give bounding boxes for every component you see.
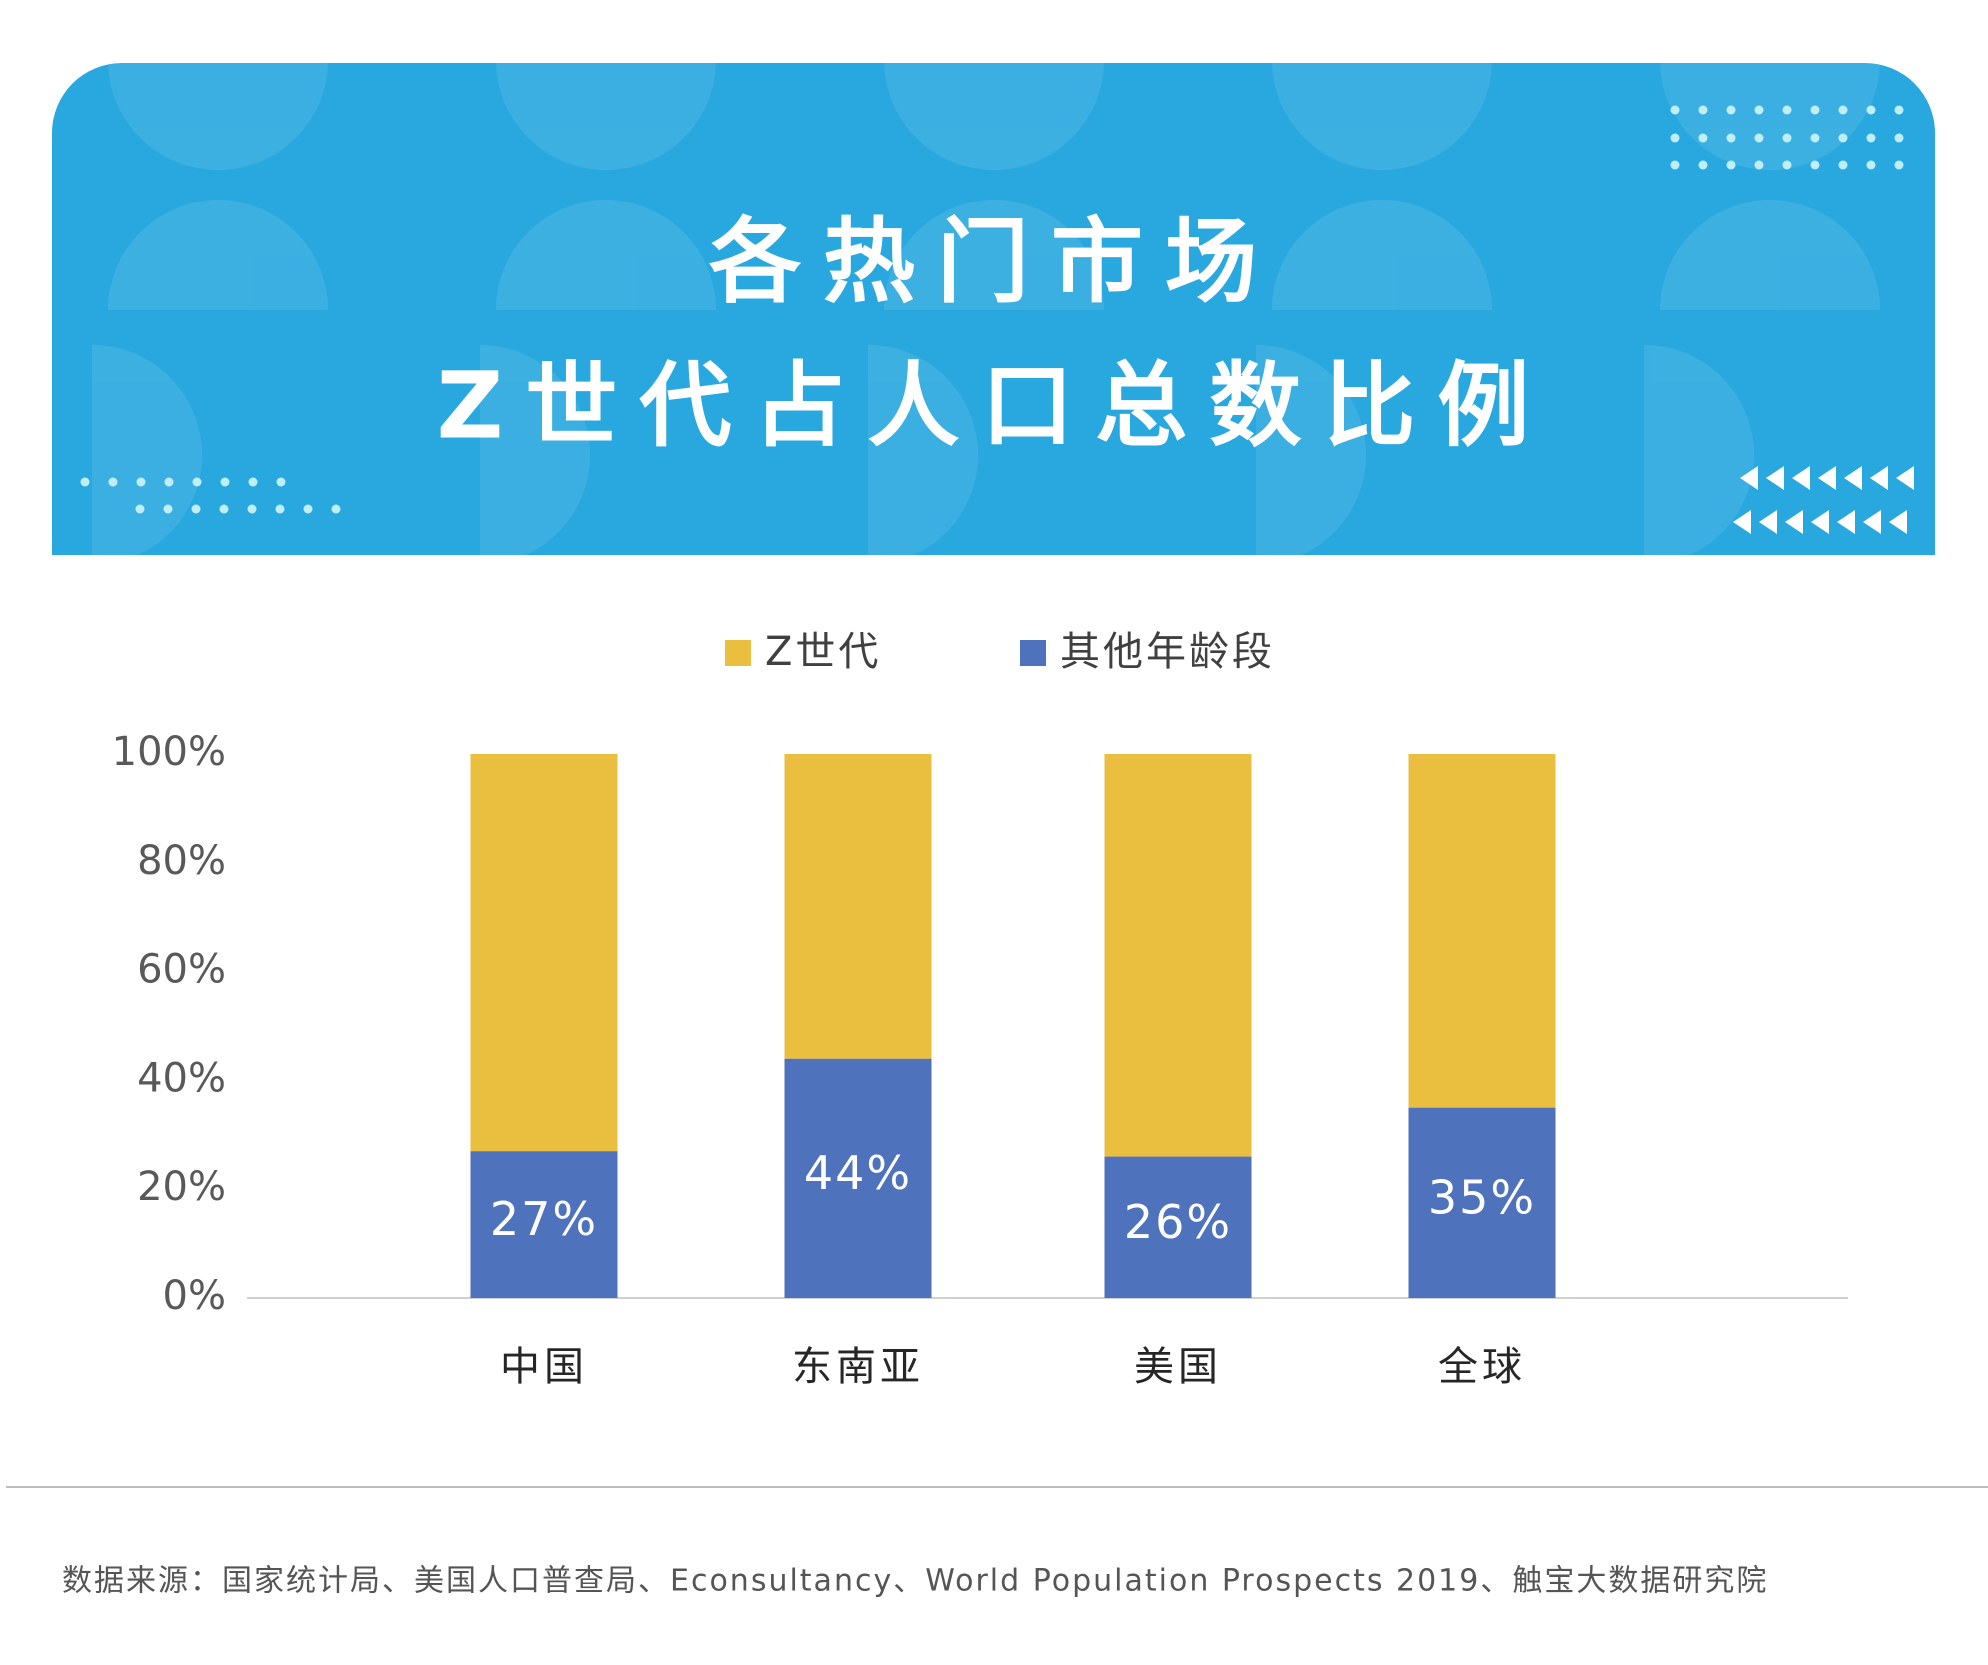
bar-segment xyxy=(1408,754,1556,1108)
y-tick-label: 100% xyxy=(112,729,226,775)
bar-segment xyxy=(1104,754,1252,1157)
decor-dot xyxy=(219,504,229,514)
chart-title: Z世代占人口总数比例 xyxy=(437,352,1552,459)
decor-dot xyxy=(220,477,230,487)
decor-dot xyxy=(1698,105,1708,115)
data-label: 26% xyxy=(1124,1195,1232,1249)
decor-dot xyxy=(1782,105,1792,115)
decor-dot xyxy=(1810,133,1820,143)
y-tick-label: 0% xyxy=(163,1273,226,1319)
bar-segment xyxy=(1104,1156,1252,1298)
decor-dot xyxy=(1782,133,1792,143)
source-note: 数据来源：国家统计局、美国人口普查局、Econsultancy、World Po… xyxy=(62,1564,1768,1599)
y-tick-label: 40% xyxy=(137,1055,226,1101)
decor-dot xyxy=(247,504,257,514)
x-tick-label: 美国 xyxy=(1134,1344,1222,1390)
decor-dot xyxy=(1726,105,1736,115)
decor-dot xyxy=(192,477,202,487)
decor-dot xyxy=(1782,160,1792,170)
data-label: 27% xyxy=(490,1192,598,1246)
decor-dot xyxy=(275,504,285,514)
decor-dot xyxy=(1754,160,1764,170)
decor-dot xyxy=(80,477,90,487)
decor-dot xyxy=(1838,133,1848,143)
decor-dot xyxy=(1810,160,1820,170)
decor-dot xyxy=(303,504,313,514)
decor-dot xyxy=(163,504,173,514)
x-tick-label: 中国 xyxy=(500,1344,588,1390)
decor-dot xyxy=(1754,105,1764,115)
decor-dot xyxy=(248,477,258,487)
banner xyxy=(52,63,1935,555)
x-tick-label: 东南亚 xyxy=(792,1344,924,1390)
decor-dot xyxy=(135,504,145,514)
decor-dot xyxy=(1838,160,1848,170)
decor-dot xyxy=(1894,133,1904,143)
bar-segment xyxy=(1408,1107,1556,1298)
decor-dot xyxy=(1726,133,1736,143)
chart-title: 各热门市场 xyxy=(709,208,1279,315)
y-tick-label: 80% xyxy=(137,838,226,884)
decor-dot xyxy=(1866,160,1876,170)
decor-dot xyxy=(108,477,118,487)
y-tick-label: 20% xyxy=(137,1164,226,1210)
bar-segment xyxy=(784,1058,932,1298)
decor-dot xyxy=(1838,105,1848,115)
decor-dot xyxy=(136,477,146,487)
decor-dot xyxy=(1698,160,1708,170)
decor-dot xyxy=(1754,133,1764,143)
decor-dot xyxy=(1726,160,1736,170)
decor-dot xyxy=(1670,105,1680,115)
legend-swatch xyxy=(725,640,751,666)
bar-segment xyxy=(470,754,618,1152)
bar-segment xyxy=(784,754,932,1059)
data-label: 35% xyxy=(1428,1170,1536,1224)
decor-dot xyxy=(164,477,174,487)
x-tick-label: 全球 xyxy=(1438,1344,1526,1390)
decor-dot xyxy=(1866,133,1876,143)
decor-dot xyxy=(1866,105,1876,115)
decor-dot xyxy=(1810,105,1820,115)
bar-segment xyxy=(470,1151,618,1298)
decor-dot xyxy=(276,477,286,487)
decor-dot xyxy=(1670,160,1680,170)
decor-dot xyxy=(191,504,201,514)
legend-label: Z世代 xyxy=(765,629,881,675)
y-tick-label: 60% xyxy=(137,947,226,993)
legend-label: 其他年龄段 xyxy=(1060,629,1275,675)
legend-swatch xyxy=(1020,640,1046,666)
decor-dot xyxy=(331,504,341,514)
decor-dot xyxy=(1894,160,1904,170)
data-label: 44% xyxy=(804,1146,912,1200)
decor-dot xyxy=(1894,105,1904,115)
decor-dot xyxy=(1698,133,1708,143)
decor-dot xyxy=(1670,133,1680,143)
